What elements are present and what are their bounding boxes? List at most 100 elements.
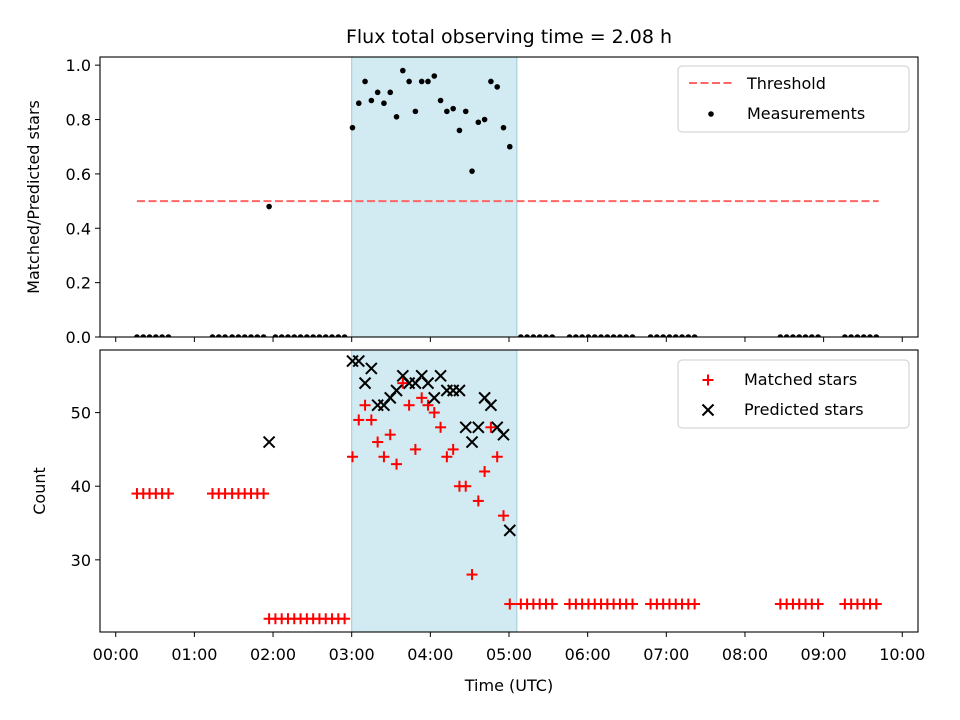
ytick-label: 0.0 — [66, 328, 91, 347]
measurement-point — [322, 334, 329, 337]
measurement-point — [222, 334, 228, 337]
ytick-label: 30 — [71, 551, 91, 570]
ylabel-bottom: Count — [30, 467, 49, 515]
measurement-point — [585, 334, 592, 337]
measurement-point — [685, 334, 692, 337]
measurement-point — [146, 334, 153, 337]
xtick-label: 04:00 — [407, 645, 453, 664]
ytick-label: 50 — [71, 404, 91, 423]
measurement-point — [623, 334, 629, 337]
measurement-point — [796, 334, 803, 337]
xtick-label: 10:00 — [879, 645, 925, 664]
matched-point — [466, 569, 478, 581]
measurement-point — [809, 334, 815, 337]
highlight-span-bottom — [351, 349, 518, 633]
measurement-point — [666, 334, 673, 337]
legend-predicted-marker — [701, 403, 715, 417]
predicted-point — [358, 376, 372, 390]
legend-matched-swatch — [702, 374, 714, 386]
predicted-point — [428, 391, 441, 405]
xtick-label: 07:00 — [643, 645, 689, 664]
measurement-point — [462, 108, 469, 115]
measurement-point — [500, 124, 507, 131]
predicted-point — [503, 524, 516, 537]
legend-matched-label: Matched stars — [744, 370, 857, 389]
measurement-point — [355, 100, 362, 107]
measurement-point — [610, 334, 617, 337]
measurement-point — [235, 334, 242, 337]
measurement-point — [159, 334, 165, 337]
measurement-point — [272, 334, 279, 337]
matched-point — [416, 392, 428, 404]
matched-point — [384, 429, 396, 441]
measurement-point — [475, 119, 482, 126]
measurement-point — [368, 97, 375, 104]
xtick-label: 06:00 — [565, 645, 611, 664]
measurement-point — [494, 84, 501, 90]
measurement-point — [316, 334, 323, 337]
measurement-point — [854, 334, 861, 337]
measurement-point — [241, 334, 248, 337]
legend-threshold-label: Threshold — [746, 74, 826, 93]
measurement-point — [783, 334, 790, 337]
measurement-point — [530, 334, 537, 337]
matched-point — [435, 421, 447, 433]
measurement-point — [450, 105, 456, 112]
measurement-point — [848, 334, 854, 337]
measurement-point — [524, 334, 530, 337]
measurement-point — [304, 334, 310, 337]
measurement-point — [790, 334, 796, 337]
measurement-point — [604, 334, 611, 337]
legend-frame-bottom — [677, 359, 910, 429]
measurement-point — [873, 334, 880, 337]
count-panel: 30 40 50 00:00 01:00 02:00 03:00 04:00 05:00 06:… — [30, 349, 925, 664]
measurement-point — [431, 73, 438, 79]
measurement-point — [566, 334, 573, 337]
ytick-label: 40 — [71, 477, 91, 496]
matched-point — [409, 443, 421, 455]
matched-point — [504, 598, 516, 610]
measurement-point — [654, 334, 660, 337]
legend-frame-top — [677, 65, 910, 133]
measurement-point — [134, 334, 140, 337]
measurement-point — [374, 89, 381, 96]
measurement-point — [393, 114, 400, 120]
measurement-point — [266, 203, 272, 210]
measurement-point — [260, 334, 267, 337]
legend-top: Threshold Measurements — [677, 65, 910, 133]
measurement-point — [140, 334, 147, 337]
measurement-point — [381, 100, 387, 107]
matched-point — [447, 443, 459, 455]
measurement-point — [444, 108, 450, 115]
measurement-point — [291, 334, 298, 337]
measurement-point — [488, 78, 494, 85]
measurement-point — [153, 334, 159, 337]
measurement-point — [549, 334, 556, 337]
measurement-point — [469, 168, 475, 174]
measurement-point — [248, 334, 254, 337]
measurement-point — [867, 334, 873, 337]
measurement-point — [209, 334, 216, 337]
ytick-label: 0.2 — [66, 274, 91, 293]
matched-point — [870, 598, 882, 610]
predicted-point — [262, 435, 276, 449]
measurement-point — [506, 143, 513, 150]
ytick-label: 0.6 — [66, 165, 91, 184]
predicted-point — [497, 428, 510, 441]
matched-point — [339, 613, 351, 625]
matched-point — [403, 399, 415, 411]
measurement-point — [672, 334, 679, 337]
legend-matched-marker — [702, 374, 714, 386]
measurement-point — [400, 67, 406, 74]
measurement-point — [573, 334, 579, 337]
matched-point — [428, 407, 440, 419]
xlabel: Time (UTC) — [464, 676, 553, 695]
matched-point — [479, 465, 491, 477]
matched-point — [546, 598, 558, 610]
measurement-point — [229, 334, 235, 337]
ytick-label: 0.4 — [66, 219, 91, 238]
predicted-point — [453, 384, 466, 397]
predicted-point — [365, 362, 378, 375]
measurement-point — [297, 334, 304, 337]
